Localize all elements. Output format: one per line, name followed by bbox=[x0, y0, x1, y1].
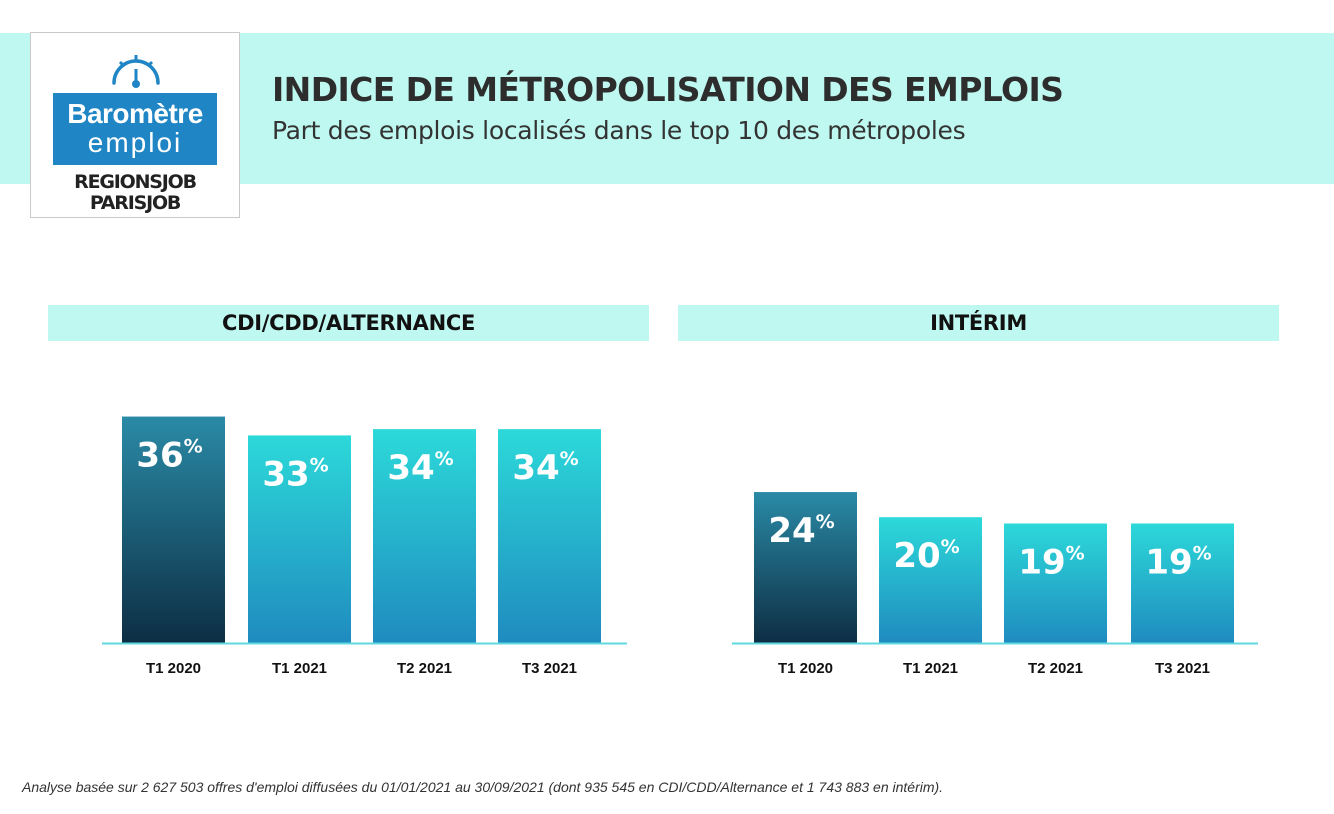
chart2-bar-1 bbox=[754, 492, 857, 643]
chart1-category-label-3: T2 2021 bbox=[397, 660, 452, 677]
chart2-category-label-1: T1 2020 bbox=[778, 660, 833, 677]
chart2-value-label-1: 24% bbox=[768, 511, 834, 551]
chart1-category-label-1: T1 2020 bbox=[146, 660, 201, 677]
chart2-category-label-3: T2 2021 bbox=[1028, 660, 1083, 677]
barometre-emploi-logo: Baromètre emploi REGIONSJOB PARISJOB bbox=[30, 32, 240, 218]
chart1-value-label-1: 36% bbox=[136, 436, 202, 476]
chart2-title: INTÉRIM bbox=[678, 305, 1279, 341]
chart1-bar-1 bbox=[122, 416, 225, 643]
chart2-category-label-2: T1 2021 bbox=[903, 660, 958, 677]
chart2-value-label-3: 19% bbox=[1018, 542, 1084, 582]
logo-line1: Baromètre bbox=[67, 98, 203, 129]
footnote: Analyse basée sur 2 627 503 offres d'emp… bbox=[22, 779, 944, 795]
logo-line2: emploi bbox=[87, 127, 183, 158]
chart1-bar-2 bbox=[248, 435, 351, 643]
chart1-title: CDI/CDD/ALTERNANCE bbox=[48, 305, 649, 341]
chart2-value-label-4: 19% bbox=[1145, 542, 1211, 582]
chart1-bar-3 bbox=[373, 429, 476, 643]
page-subtitle: Part des emplois localisés dans le top 1… bbox=[272, 116, 966, 145]
chart2-value-label-2: 20% bbox=[893, 536, 959, 576]
chart2-bar-4 bbox=[1131, 523, 1234, 643]
chart1-bar-4 bbox=[498, 429, 601, 643]
logo-blue-block: Baromètre emploi bbox=[53, 93, 217, 165]
logo-brand-regionsjob: REGIONSJOB bbox=[74, 171, 197, 193]
chart1-value-label-3: 34% bbox=[387, 448, 453, 488]
chart1-category-label-4: T3 2021 bbox=[522, 660, 577, 677]
chart1-value-label-4: 34% bbox=[512, 448, 578, 488]
gauge-icon bbox=[112, 55, 160, 88]
chart1-value-label-2: 33% bbox=[262, 454, 328, 494]
chart2-bar-2 bbox=[879, 517, 982, 643]
page-title: INDICE DE MÉTROPOLISATION DES EMPLOIS bbox=[272, 70, 1064, 109]
chart2-bar-3 bbox=[1004, 523, 1107, 643]
logo-brand-parisjob: PARISJOB bbox=[89, 192, 182, 214]
chart2-category-label-4: T3 2021 bbox=[1155, 660, 1210, 677]
chart1-category-label-2: T1 2021 bbox=[272, 660, 327, 677]
